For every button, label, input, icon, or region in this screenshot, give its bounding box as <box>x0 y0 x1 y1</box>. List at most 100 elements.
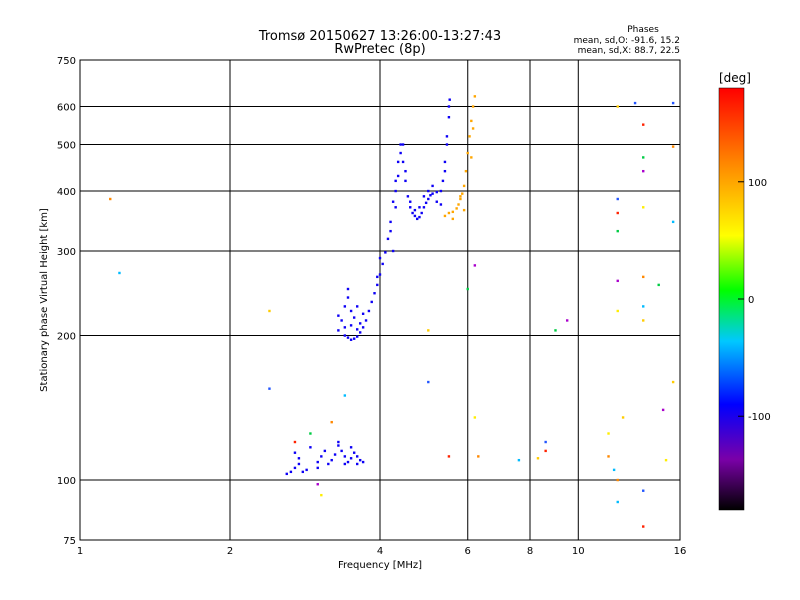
x-axis-label: Frequency [MHz] <box>338 560 422 571</box>
stats-o-mode: mean, sd,O: -91.6, 15.2 <box>574 36 680 46</box>
data-point <box>349 324 353 327</box>
data-point <box>544 440 547 444</box>
data-point <box>320 493 323 497</box>
y-tick-label: 200 <box>57 332 76 343</box>
colorbar-ticks: 100 0 -100 <box>738 178 771 423</box>
data-point <box>671 220 675 224</box>
y-tick-label: 400 <box>57 187 76 198</box>
data-point <box>616 500 619 504</box>
data-point <box>364 319 368 322</box>
data-point <box>435 200 438 203</box>
x-tick-label: 2 <box>227 546 233 557</box>
data-point <box>468 135 471 138</box>
data-point <box>401 143 405 146</box>
data-point <box>337 329 340 332</box>
data-point <box>346 287 350 291</box>
data-point <box>473 416 477 419</box>
data-point <box>327 462 330 466</box>
data-point <box>427 329 430 332</box>
data-point <box>355 455 359 458</box>
data-point <box>285 472 288 476</box>
data-point <box>448 98 451 101</box>
data-point <box>671 101 675 105</box>
data-point <box>394 189 397 193</box>
data-point <box>343 305 347 308</box>
data-point <box>451 210 455 214</box>
data-point <box>352 316 356 319</box>
data-point <box>657 283 660 287</box>
y-tick-label: 300 <box>57 247 76 258</box>
data-point <box>378 273 382 276</box>
data-point <box>616 279 619 283</box>
data-point <box>459 195 462 198</box>
data-point <box>352 337 356 340</box>
data-point <box>389 220 392 224</box>
data-point <box>343 394 347 397</box>
data-point <box>352 451 356 454</box>
data-point <box>429 194 432 197</box>
x-tick-label: 16 <box>674 546 687 557</box>
data-point <box>536 457 540 460</box>
data-point <box>447 455 451 458</box>
data-point <box>118 271 121 275</box>
data-point <box>391 200 395 203</box>
data-point <box>386 237 390 241</box>
data-point <box>343 455 347 458</box>
colorbar-tick-label: -100 <box>748 412 771 423</box>
data-point <box>642 275 645 279</box>
chart-subtitle: RwPretec (8p) <box>334 42 425 57</box>
data-point <box>376 283 379 287</box>
data-point <box>466 151 469 155</box>
data-point <box>401 160 405 164</box>
data-point <box>337 440 340 444</box>
data-point <box>330 458 333 462</box>
data-point <box>470 156 473 159</box>
data-point <box>411 211 414 215</box>
data-point <box>293 451 297 454</box>
data-point <box>355 335 359 338</box>
y-tick-label: 100 <box>57 476 76 487</box>
y-tick-label: 500 <box>57 141 76 152</box>
data-point <box>346 336 350 339</box>
data-point <box>457 203 460 206</box>
plot-frame <box>79 59 681 541</box>
data-point <box>443 214 447 218</box>
data-point <box>466 287 469 291</box>
y-tick-label: 750 <box>57 56 76 67</box>
data-point <box>642 305 645 308</box>
data-point <box>355 462 359 466</box>
data-point <box>337 444 340 447</box>
data-point <box>424 201 428 205</box>
data-point <box>349 457 353 460</box>
data-point <box>361 460 365 464</box>
data-point <box>343 326 347 329</box>
data-point <box>343 462 347 466</box>
data-point <box>309 446 312 449</box>
data-point <box>642 156 645 159</box>
data-point <box>616 309 619 313</box>
data-point <box>471 127 475 130</box>
data-point <box>422 206 426 209</box>
data-point <box>297 462 301 466</box>
data-point <box>418 215 421 219</box>
data-point <box>517 458 521 462</box>
data-point <box>349 338 353 341</box>
data-point <box>461 192 464 195</box>
data-point <box>289 470 293 474</box>
data-point <box>361 326 365 329</box>
data-point <box>445 135 449 138</box>
data-point <box>471 105 475 108</box>
data-point <box>477 455 480 458</box>
data-point <box>340 449 343 453</box>
data-point <box>661 408 665 412</box>
data-point <box>462 208 466 212</box>
data-point <box>409 206 412 209</box>
data-point <box>346 460 350 464</box>
axis-ticks: 1 2 4 6 8 10 16 75 100 200 300 400 500 600 750 <box>57 56 686 557</box>
data-point <box>413 208 417 212</box>
data-point <box>451 217 455 221</box>
data-point <box>358 331 362 334</box>
data-point <box>439 203 443 206</box>
data-point <box>394 179 397 183</box>
data-point <box>391 249 395 253</box>
